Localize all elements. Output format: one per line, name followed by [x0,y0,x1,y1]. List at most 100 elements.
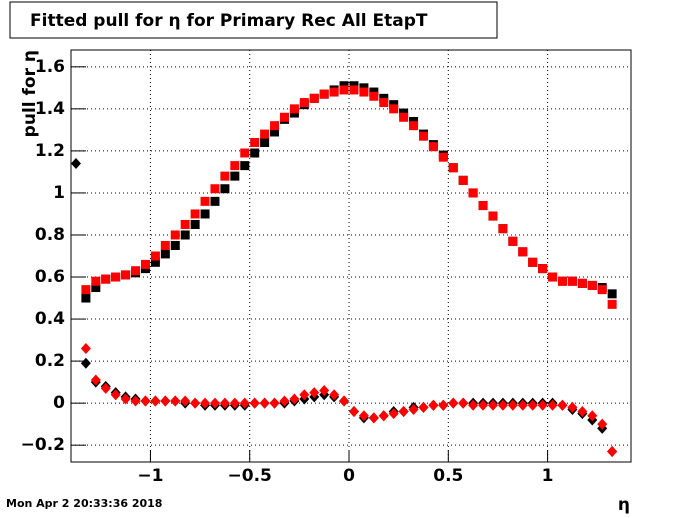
data-point [349,85,359,95]
data-point [527,399,538,411]
data-point [240,148,250,158]
date-stamp: Mon Apr 2 20:33:36 2018 [6,497,162,510]
y-tick-label: 0.6 [35,267,65,287]
data-point [240,161,250,171]
y-tick-label: 0 [53,393,65,413]
data-point [458,175,468,185]
data-point [299,98,309,108]
data-point [239,397,250,409]
data-point [260,137,270,147]
data-point [80,342,91,354]
data-point [498,224,508,234]
data-point [220,184,230,194]
data-point [200,196,210,206]
y-tick-label: 1 [53,183,65,203]
data-point [260,129,270,139]
data-point [398,406,409,418]
data-point [200,397,211,409]
data-point [130,395,141,407]
data-point [270,121,280,131]
data-point [230,171,240,181]
data-point [190,209,200,219]
data-point [160,395,171,407]
data-point [597,418,608,430]
data-point [497,399,508,411]
data-point [567,276,577,286]
data-point [81,285,91,295]
data-point [368,412,379,424]
x-tick-label: −1 [137,466,163,486]
y-tick-label: 0.4 [35,309,65,329]
data-point [140,395,151,407]
data-point [270,127,280,137]
data-point [190,219,200,229]
data-point [587,280,597,290]
data-point [468,399,479,411]
data-point [468,188,478,198]
data-point [289,393,300,405]
data-point [359,87,369,97]
data-point [577,278,587,288]
data-point [557,276,567,286]
x-axis-label: η [618,495,630,514]
data-point [309,387,320,399]
data-point [548,272,558,282]
y-tick-label: 0.2 [35,351,65,371]
y-tick-label: −0.2 [21,435,65,455]
data-point [587,410,598,422]
data-point [369,91,379,101]
data-point [299,389,310,401]
data-point [160,249,170,259]
data-point [418,131,428,141]
y-tick-label: 1.4 [35,99,65,119]
data-point [478,201,488,211]
data-point [379,98,389,108]
data-point [567,401,578,413]
plot-frame [70,49,632,463]
data-point [358,410,369,422]
data-point [100,382,111,394]
data-point [170,240,180,250]
data-point [309,93,319,103]
data-point [111,272,121,282]
x-tick-label: 0 [343,466,355,486]
data-point [607,445,618,457]
data-point [319,89,329,99]
data-point [249,397,260,409]
data-point [428,142,438,152]
data-point [438,399,449,411]
data-point [81,293,91,303]
data-point [200,209,210,219]
data-point [577,406,588,418]
data-point [538,264,548,274]
data-point [70,158,81,170]
data-point [150,257,160,267]
data-point [80,357,91,369]
data-point [279,395,290,407]
data-point [190,397,201,409]
data-point [399,112,409,122]
data-point [488,211,498,221]
data-point [170,395,181,407]
x-tick-label: 1 [542,466,554,486]
data-point [219,397,230,409]
data-point [348,406,359,418]
data-point [557,399,568,411]
data-point [517,399,528,411]
data-point [160,240,170,250]
data-point [329,87,339,97]
data-point [110,389,121,401]
data-point [140,259,150,269]
data-point [448,163,458,173]
data-point [508,236,518,246]
data-point [210,196,220,206]
data-point [250,148,260,158]
data-point [170,230,180,240]
data-point [180,230,190,240]
data-point [507,399,518,411]
data-point [91,276,101,286]
data-point [458,397,469,409]
data-point [220,171,230,181]
